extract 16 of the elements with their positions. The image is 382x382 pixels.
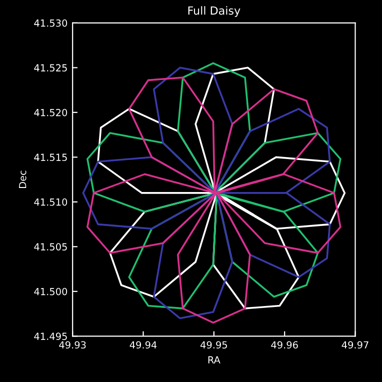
- y-tick-label: 41.505: [34, 243, 67, 250]
- x-tick-label: 49.94: [130, 341, 157, 349]
- x-tick-label: 49.97: [342, 341, 368, 349]
- x-tick-label: 49.95: [200, 341, 227, 349]
- chart-title: Full Daisy: [188, 6, 240, 17]
- x-tick-label: 49.96: [271, 341, 298, 349]
- y-tick-label: 41.510: [34, 198, 68, 206]
- y-tick-label: 41.520: [34, 108, 68, 116]
- y-tick-label: 41.525: [34, 64, 67, 72]
- x-axis-title: RA: [208, 356, 220, 364]
- y-axis-title: Dec: [19, 170, 26, 188]
- x-tick-label: 49.93: [59, 341, 86, 349]
- y-tick-label: 41.530: [34, 19, 68, 27]
- y-tick-label: 41.495: [34, 332, 67, 340]
- y-tick-label: 41.515: [34, 154, 67, 161]
- y-tick-label: 41.500: [34, 288, 68, 296]
